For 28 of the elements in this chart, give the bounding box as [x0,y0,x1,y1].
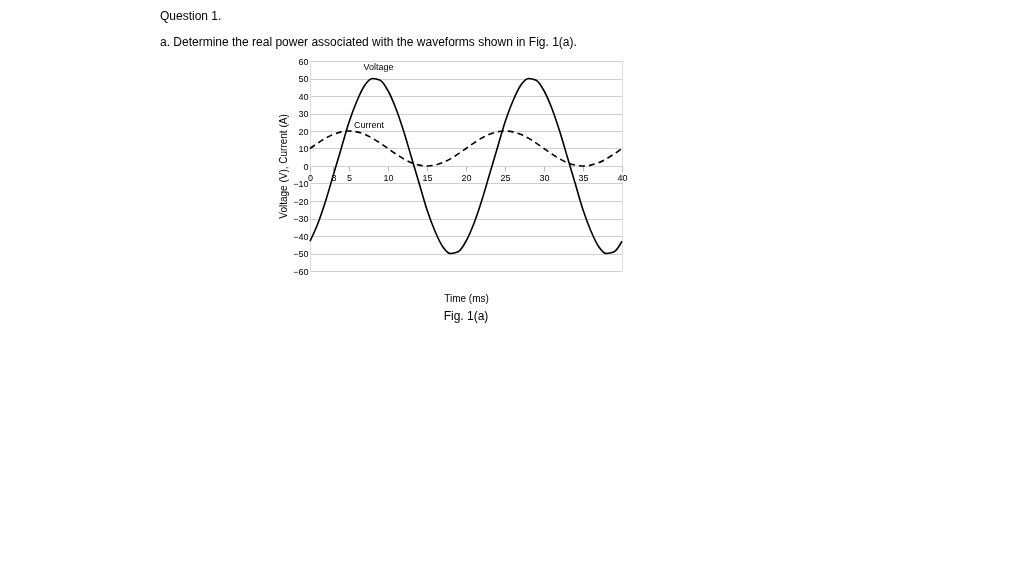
x-tick-label: 35 [578,172,589,183]
y-tick-label: −50 [293,249,309,259]
x-tick-label: 40 [617,172,628,183]
y-tick-label: 0 [303,161,309,172]
x-tick-label: 5 [346,172,353,183]
y-tick-label: 10 [298,144,309,154]
y-tick-label: 60 [298,56,309,67]
x-axis-title: Time (ms) [444,292,489,304]
caption: Fig. 1(a) [443,309,489,323]
y-tick-label: 30 [298,109,309,119]
y-axis-title: Voltage (V), Current (A) [278,114,290,219]
y-tick-label: 50 [298,74,309,84]
series-label: Current [354,120,385,130]
x-tick-label: 20 [461,172,472,183]
y-tick-label: −60 [293,266,309,277]
text: Question 1. [160,9,222,23]
chart-subtitle: a. Determine the real power associated with the waveforms shown in Fig. 1(a). [160,35,577,49]
series-label: Voltage [363,61,394,72]
y-tick-label: −20 [293,196,309,207]
x-tick-label: 30 [539,172,550,183]
x-tick-label: 15 [422,172,433,183]
x-tick-label: 10 [383,172,394,183]
y-tick-label: 20 [298,126,309,137]
y-tick-label: 40 [298,91,309,102]
x-tick-label: 25 [500,172,511,183]
y-tick-label: −40 [293,231,309,242]
y-tick-label: −10 [293,179,309,189]
y-tick-label: −30 [293,214,309,224]
